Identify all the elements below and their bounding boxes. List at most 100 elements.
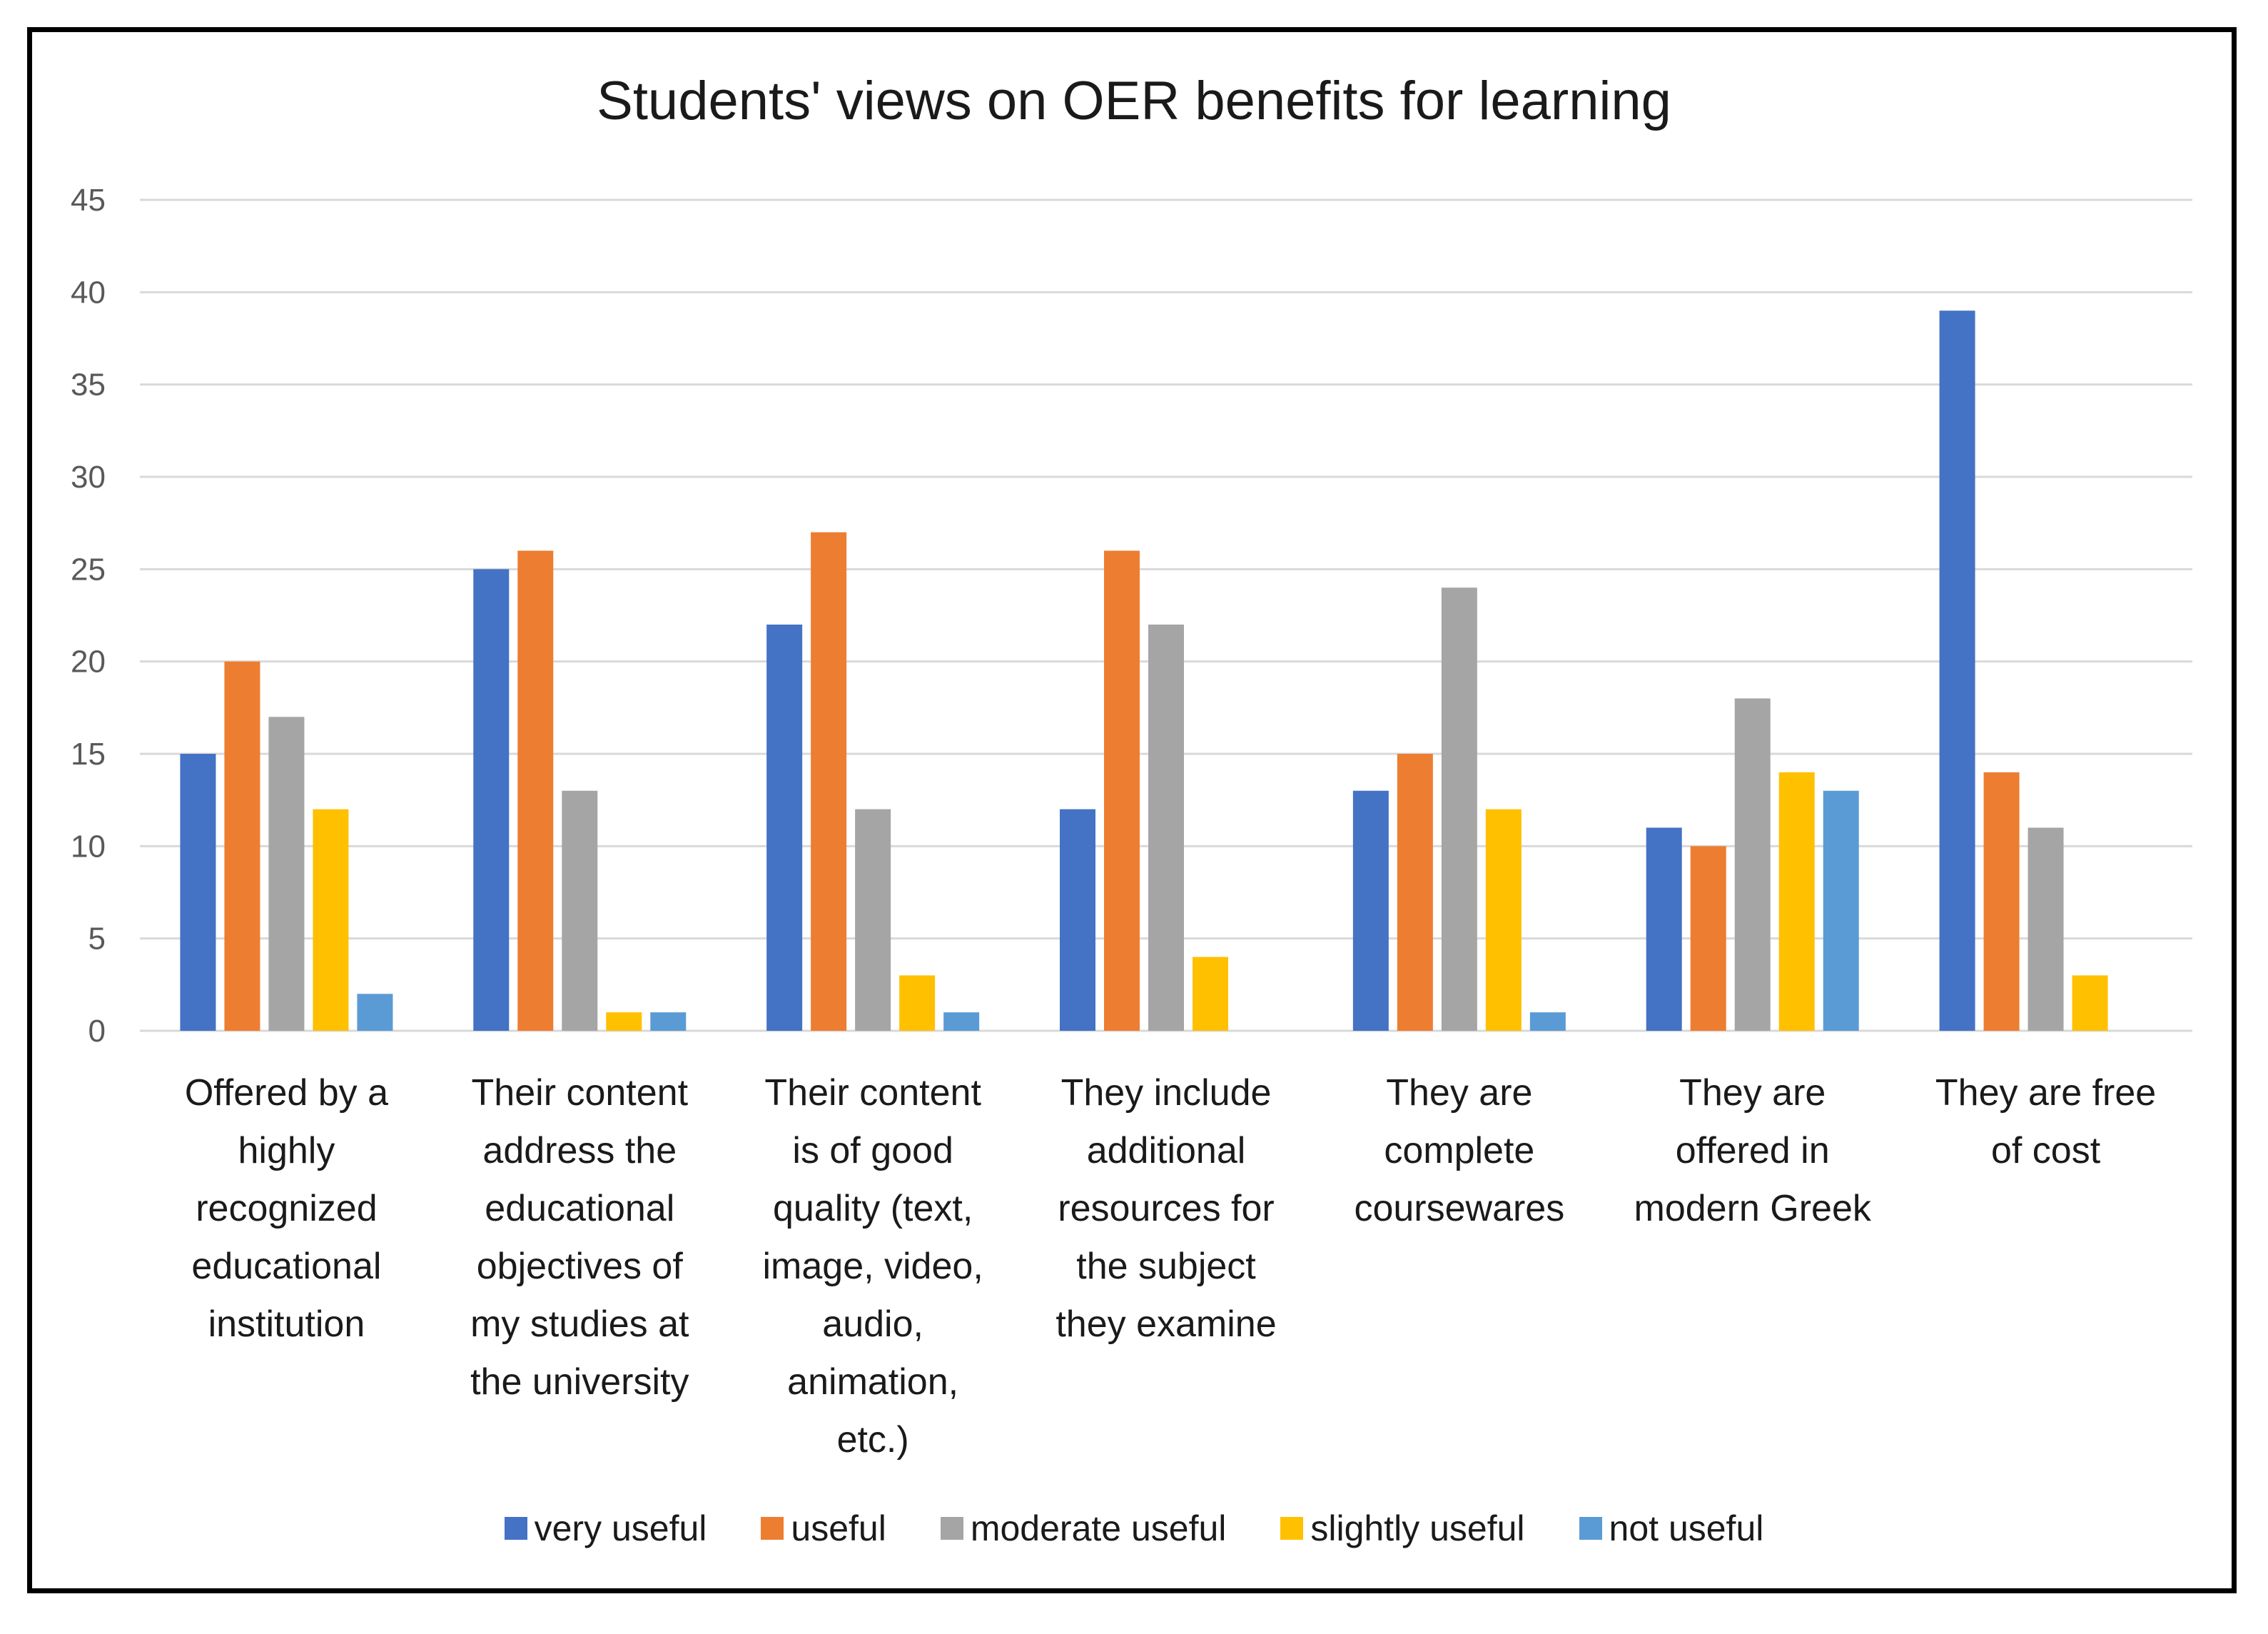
legend-item-moderate-useful: moderate useful [940, 1508, 1227, 1549]
x-axis-label-line: image, video, [762, 1246, 983, 1287]
bar-very-useful-4 [1352, 790, 1389, 1031]
bar-very-useful-6 [1939, 311, 1975, 1031]
legend-label: very useful [534, 1508, 707, 1548]
bar-moderate-useful-6 [2027, 827, 2064, 1031]
x-axis-label-line: quality (text, [772, 1188, 973, 1229]
legend-item-very-useful: very useful [504, 1508, 707, 1549]
y-tick-label: 10 [71, 829, 106, 864]
y-tick-label: 25 [71, 552, 106, 587]
x-axis-label-line: institution [208, 1303, 365, 1345]
x-axis-label-line: objectives of [476, 1246, 683, 1287]
x-axis-label-line: the subject [1076, 1246, 1256, 1287]
x-axis-label-line: of cost [1990, 1130, 2101, 1171]
x-axis-label-line: educational [485, 1188, 675, 1229]
bar-useful-0 [224, 661, 260, 1031]
x-axis-label-line: educational [191, 1246, 382, 1287]
legend-swatch [940, 1517, 963, 1540]
x-axis-label-line: animation, [787, 1361, 959, 1403]
x-axis-label-line: Offered by a [184, 1072, 389, 1114]
x-axis-label-line: is of good [792, 1130, 953, 1171]
bar-useful-1 [517, 550, 554, 1031]
x-axis-label-line: Their content [471, 1072, 689, 1114]
y-tick-label: 35 [71, 368, 106, 403]
y-tick-label: 40 [71, 275, 106, 310]
x-axis-label-line: coursewares [1354, 1188, 1565, 1229]
bar-not-useful-4 [1529, 1012, 1566, 1031]
x-axis-label-line: additional [1086, 1130, 1246, 1171]
legend-swatch [761, 1517, 784, 1540]
y-tick-label: 30 [71, 460, 106, 495]
bar-not-useful-1 [650, 1012, 687, 1031]
chart-title: Students' views on OER benefits for lear… [597, 71, 1671, 131]
legend-swatch [1579, 1517, 1602, 1540]
bars [180, 311, 2108, 1031]
x-axis-label-line: recognized [196, 1188, 378, 1229]
bar-useful-3 [1104, 550, 1140, 1031]
x-axis-label-line: They are [1386, 1072, 1533, 1114]
bar-moderate-useful-5 [1734, 698, 1771, 1031]
x-axis-label-line: audio, [822, 1303, 923, 1345]
x-axis-label-3: They include additional resources for the s… [1027, 1064, 1305, 1353]
x-axis-label-line: etc.) [836, 1419, 909, 1461]
y-axis-ticks: 0 5 10 15 20 25 30 35 40 45 [71, 183, 106, 1049]
legend-item-useful: useful [761, 1508, 886, 1549]
legend-label: not useful [1609, 1508, 1764, 1548]
bar-slightly-useful-6 [2072, 975, 2108, 1031]
bar-not-useful-5 [1823, 790, 1859, 1031]
x-axis-label-line: they examine [1055, 1303, 1277, 1345]
x-axis-label-line: highly [238, 1130, 335, 1171]
x-axis-label-5: They are offered in modern Greek [1614, 1064, 1892, 1238]
legend-label: slightly useful [1310, 1508, 1525, 1548]
x-axis-label-line: They are free [1935, 1072, 2157, 1114]
x-axis-label-line: resources for [1058, 1188, 1275, 1229]
bar-very-useful-3 [1060, 809, 1095, 1031]
x-axis-label-6: They are free of cost [1907, 1064, 2185, 1180]
x-axis-label-line: offered in [1675, 1130, 1830, 1171]
legend-label: useful [791, 1508, 886, 1548]
x-axis-label-line: complete [1384, 1130, 1535, 1171]
legend-swatch [1280, 1517, 1304, 1540]
bar-very-useful-2 [766, 624, 803, 1031]
bar-very-useful-1 [473, 569, 510, 1031]
x-axis-label-line: the university [470, 1361, 689, 1403]
x-axis-label-line: modern Greek [1634, 1188, 1871, 1229]
x-axis-label-2: Their content is of good quality (text, ima… [734, 1064, 1012, 1469]
x-axis-label-line: They are [1679, 1072, 1826, 1114]
legend: very useful useful moderate useful slightly… [0, 1508, 2268, 1549]
bar-moderate-useful-2 [855, 809, 891, 1031]
bar-moderate-useful-3 [1148, 624, 1184, 1031]
bar-useful-5 [1690, 846, 1726, 1031]
bar-moderate-useful-0 [268, 717, 305, 1031]
bar-not-useful-0 [357, 994, 393, 1031]
y-tick-label: 45 [71, 183, 106, 218]
legend-item-not-useful: not useful [1579, 1508, 1764, 1549]
legend-swatch [504, 1517, 527, 1540]
bar-slightly-useful-1 [606, 1012, 642, 1031]
bar-not-useful-2 [943, 1012, 980, 1031]
x-axis-label-line: my studies at [470, 1303, 689, 1345]
bar-moderate-useful-4 [1441, 587, 1477, 1031]
x-axis-label-0: Offered by a highly recognized educational i… [147, 1064, 425, 1353]
x-axis-label-line: Their content [764, 1072, 981, 1114]
bar-slightly-useful-5 [1778, 772, 1815, 1031]
legend-item-slightly-useful: slightly useful [1280, 1508, 1525, 1549]
bar-slightly-useful-3 [1193, 957, 1228, 1031]
y-tick-label: 15 [71, 737, 106, 772]
bar-useful-6 [1983, 772, 2020, 1031]
bar-very-useful-5 [1646, 827, 1682, 1031]
bar-slightly-useful-2 [899, 975, 936, 1031]
x-axis-label-line: They include [1060, 1072, 1272, 1114]
bar-useful-2 [811, 532, 847, 1031]
legend-label: moderate useful [970, 1508, 1227, 1548]
bar-slightly-useful-4 [1485, 809, 1522, 1031]
bar-useful-4 [1397, 754, 1433, 1031]
x-axis-label-4: They are complete coursewares [1320, 1064, 1599, 1238]
bar-moderate-useful-1 [562, 790, 598, 1031]
y-tick-label: 5 [88, 922, 106, 957]
bar-slightly-useful-0 [313, 809, 349, 1031]
bar-very-useful-0 [180, 754, 216, 1031]
x-axis-label-line: address the [482, 1130, 677, 1171]
x-axis-label-1: Their content address the educational objec… [440, 1064, 719, 1411]
y-tick-label: 0 [88, 1014, 106, 1049]
